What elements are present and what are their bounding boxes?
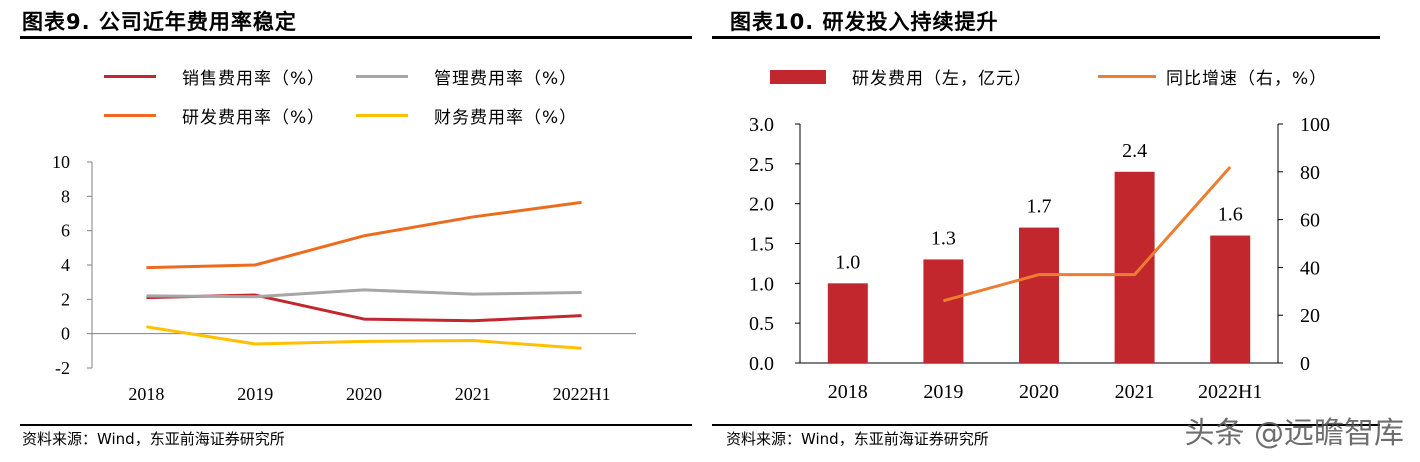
source-note: 资料来源：Wind，东亚前海证券研究所 bbox=[726, 430, 989, 448]
watermark: 头条 @远瞻智库 bbox=[1184, 416, 1404, 451]
x-tick-label: 2022H1 bbox=[553, 384, 611, 404]
y-tick-label: 0 bbox=[61, 324, 70, 344]
y-tick-label: 2 bbox=[61, 289, 70, 309]
legend-swatch bbox=[104, 75, 156, 78]
x-tick-label: 2022H1 bbox=[1198, 381, 1262, 403]
title-rule bbox=[20, 36, 692, 39]
legend-label: 销售费用率（%） bbox=[182, 69, 326, 89]
x-tick-label: 2019 bbox=[923, 381, 963, 403]
source-note: 资料来源：Wind，东亚前海证券研究所 bbox=[22, 430, 285, 448]
y-tick-label: 6 bbox=[61, 221, 70, 241]
chart-panel-expense-ratios: 图表9. 公司近年费用率稳定 销售费用率（%） 管理费用率（%） 研发费用率（%… bbox=[0, 0, 700, 462]
x-tick-label: 2019 bbox=[237, 384, 273, 404]
y-tick-label-left: 0.5 bbox=[749, 313, 774, 335]
title-rule bbox=[712, 36, 1380, 39]
y-tick-label-left: 1.5 bbox=[749, 234, 774, 256]
bar-value-label: 1.6 bbox=[1218, 204, 1243, 226]
x-tick-label: 2021 bbox=[455, 384, 491, 404]
bar bbox=[1114, 171, 1155, 363]
y-tick-label-right: 0 bbox=[1300, 353, 1310, 375]
legend-label: 财务费用率（%） bbox=[434, 108, 578, 128]
source-rule bbox=[712, 424, 1380, 426]
series-line bbox=[146, 288, 582, 299]
y-tick-label-right: 100 bbox=[1300, 114, 1330, 136]
y-tick-label: 8 bbox=[61, 186, 70, 206]
series-line bbox=[146, 293, 582, 323]
x-tick-label: 2020 bbox=[346, 384, 382, 404]
legend-swatch bbox=[356, 75, 408, 78]
legend-label: 同比增速（右，%） bbox=[1166, 69, 1328, 89]
legend-item-rnd-expense: 研发费用（左，亿元） bbox=[770, 64, 1032, 89]
x-tick-label: 2020 bbox=[1019, 381, 1059, 403]
y-tick-label-right: 60 bbox=[1300, 210, 1320, 232]
y-tick-label: -2 bbox=[55, 358, 70, 378]
legend-label: 管理费用率（%） bbox=[434, 69, 578, 89]
y-tick-label-left: 0.0 bbox=[749, 353, 774, 375]
source-rule bbox=[20, 424, 692, 426]
bar-value-label: 1.7 bbox=[1027, 196, 1052, 218]
growth-line bbox=[943, 166, 1232, 303]
series-line bbox=[146, 325, 582, 350]
bar-value-label: 1.0 bbox=[835, 251, 860, 273]
chart-panel-rnd-investment: 图表10. 研发投入持续提升 研发费用（左，亿元） 同比增速（右，%） 3.0 2… bbox=[712, 0, 1420, 462]
legend-item-admin: 管理费用率（%） bbox=[356, 64, 577, 89]
combo-chart-rnd: 3.0 2.5 2.0 1.5 1.0 0.5 0.0 100 80 60 40 20 0 2018 201… bbox=[749, 114, 1330, 403]
y-tick-label-left: 2.0 bbox=[749, 194, 774, 216]
legend-item-yoy-growth: 同比增速（右，%） bbox=[1098, 64, 1327, 89]
legend-item-sales: 销售费用率（%） bbox=[104, 64, 325, 89]
y-tick-label-left: 1.0 bbox=[749, 273, 774, 295]
x-tick-label: 2018 bbox=[828, 381, 868, 403]
bar bbox=[1019, 227, 1059, 363]
legend-swatch bbox=[104, 114, 156, 117]
legend-swatch bbox=[1098, 75, 1156, 78]
y-tick-label-right: 40 bbox=[1300, 257, 1320, 279]
x-tick-label: 2021 bbox=[1115, 381, 1155, 403]
bar bbox=[827, 283, 868, 363]
legend-swatch bbox=[356, 114, 408, 117]
line-chart-expense-ratios: 10 8 6 4 2 0 -2 2018 2019 2020 2021 2022H1 bbox=[52, 152, 636, 404]
bar-value-label: 2.4 bbox=[1122, 140, 1147, 162]
y-tick-label-right: 20 bbox=[1300, 305, 1320, 327]
legend-item-finance: 财务费用率（%） bbox=[356, 103, 577, 128]
legend-item-rnd: 研发费用率（%） bbox=[104, 103, 325, 128]
bar-value-label: 1.3 bbox=[931, 227, 956, 249]
y-tick-label-right: 80 bbox=[1300, 162, 1320, 184]
bar bbox=[923, 259, 964, 363]
legend-swatch bbox=[770, 69, 826, 84]
y-tick-label-left: 3.0 bbox=[749, 114, 774, 136]
y-tick-label-left: 2.5 bbox=[749, 154, 774, 176]
legend-label: 研发费用率（%） bbox=[182, 108, 326, 128]
y-tick-label: 4 bbox=[61, 255, 70, 275]
legend-label: 研发费用（左，亿元） bbox=[852, 69, 1032, 89]
series-line bbox=[146, 200, 582, 270]
bar bbox=[1210, 235, 1251, 363]
x-tick-label: 2018 bbox=[128, 384, 164, 404]
chart-title: 图表9. 公司近年费用率稳定 bbox=[22, 10, 297, 34]
y-tick-label: 10 bbox=[52, 152, 70, 172]
chart-title: 图表10. 研发投入持续提升 bbox=[730, 10, 999, 34]
